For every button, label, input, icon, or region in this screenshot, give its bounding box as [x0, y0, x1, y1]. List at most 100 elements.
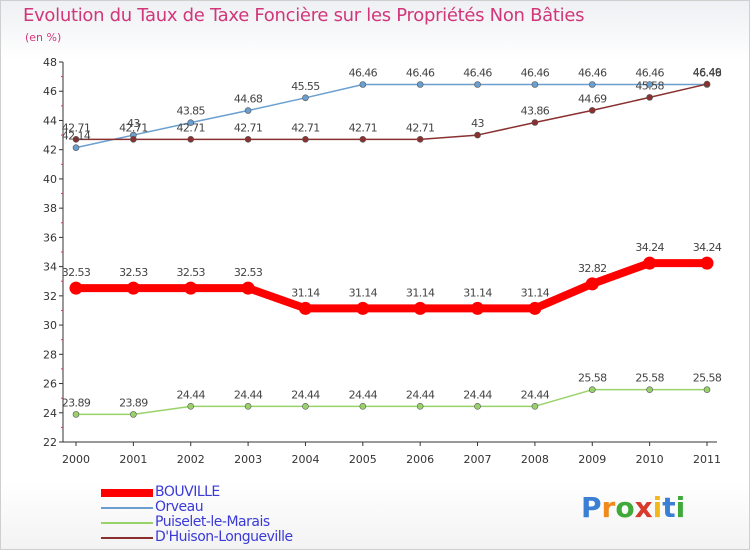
data-label-puiselet-le-marais: 24.44 [521, 388, 550, 401]
y-tick-label: 44 [43, 114, 57, 127]
x-tick-label: 2005 [349, 453, 377, 466]
data-point-bouville [69, 281, 83, 295]
data-label-orveau: 46.46 [578, 67, 607, 80]
data-point-orveau [302, 94, 309, 102]
logo-letter: o [615, 491, 635, 524]
data-label-puiselet-le-marais: 24.44 [349, 388, 378, 401]
data-point-d-huison-longueville [244, 136, 252, 143]
data-label-puiselet-le-marais: 24.44 [406, 388, 435, 401]
data-label-puiselet-le-marais: 25.58 [693, 372, 722, 385]
data-point-orveau [531, 81, 539, 88]
data-point-d-huison-longueville [187, 136, 195, 143]
data-point-puiselet-le-marais [130, 411, 137, 418]
data-label-d-huison-longueville: 42.71 [234, 121, 263, 134]
y-tick-label: 26 [43, 378, 57, 391]
data-label-d-huison-longueville: 46.49 [693, 66, 722, 79]
data-label-d-huison-longueville: 42.71 [291, 121, 320, 134]
series-line-d-huison-longueville [75, 83, 708, 141]
data-point-puiselet-le-marais [359, 403, 367, 410]
x-tick-label: 2009 [578, 453, 606, 466]
y-tick-label: 22 [43, 436, 57, 449]
y-tick-label: 46 [43, 85, 57, 98]
data-point-bouville [356, 301, 370, 315]
data-point-puiselet-le-marais [474, 403, 481, 410]
data-label-orveau: 46.46 [463, 67, 492, 80]
x-tick-label: 2001 [119, 453, 147, 466]
data-point-d-huison-longueville [474, 131, 481, 139]
data-point-d-huison-longueville [130, 136, 137, 143]
legend-swatch [101, 507, 153, 509]
logo-letter: i [675, 491, 686, 524]
data-point-bouville [700, 256, 714, 270]
data-label-puiselet-le-marais: 24.44 [234, 388, 263, 401]
data-label-puiselet-le-marais: 23.89 [62, 396, 91, 409]
data-label-d-huison-longueville: 43.86 [521, 105, 550, 118]
data-label-orveau: 43.85 [176, 105, 205, 118]
data-label-puiselet-le-marais: 25.58 [635, 372, 664, 385]
x-tick-label: 2007 [464, 453, 492, 466]
data-point-d-huison-longueville [359, 136, 367, 143]
x-tick-label: 2003 [234, 453, 262, 466]
data-label-orveau: 46.46 [406, 67, 435, 80]
line-chart: 22 24 26 28 30 32 34 36 38 40 42 44 46 48 2000 2001 2002… [43, 56, 722, 466]
data-point-bouville [471, 301, 485, 315]
y-tick-label: 28 [43, 348, 57, 361]
legend-label: Puiselet-le-Marais [155, 514, 270, 530]
data-point-orveau [588, 81, 596, 88]
data-point-puiselet-le-marais [302, 403, 309, 410]
data-point-orveau [416, 81, 424, 88]
y-tick-label: 48 [43, 56, 57, 69]
x-tick-label: 2008 [521, 453, 549, 466]
data-label-bouville: 31.14 [406, 286, 435, 299]
data-label-orveau: 46.46 [693, 67, 722, 80]
x-tick-label: 2002 [177, 453, 205, 466]
data-label-bouville: 31.14 [291, 286, 320, 299]
y-tick-label: 38 [43, 202, 57, 215]
data-label-bouville: 34.24 [693, 241, 722, 254]
data-label-orveau: 44.68 [234, 93, 263, 106]
chart-title: Evolution du Taux de Taxe Foncière sur l… [23, 5, 585, 26]
data-point-d-huison-longueville [703, 80, 711, 88]
data-point-orveau [646, 81, 653, 88]
data-point-puiselet-le-marais [703, 386, 711, 393]
x-tick-label: 2006 [406, 453, 434, 466]
data-label-d-huison-longueville: 42.71 [349, 121, 378, 134]
data-point-bouville [126, 281, 140, 295]
data-label-puiselet-le-marais: 23.89 [119, 396, 148, 409]
data-label-bouville: 32.82 [578, 262, 607, 275]
data-point-orveau [187, 119, 195, 126]
data-point-puiselet-le-marais [646, 386, 653, 393]
y-tick-label: 42 [43, 144, 57, 157]
logo-letter: t [662, 491, 676, 524]
y-tick-label: 34 [43, 261, 57, 274]
legend-swatch [101, 489, 153, 497]
data-point-d-huison-longueville [416, 136, 424, 143]
data-label-d-huison-longueville: 42.71 [176, 121, 205, 134]
logo-letter: P [581, 491, 602, 524]
data-point-orveau [474, 81, 481, 88]
data-point-d-huison-longueville [588, 107, 596, 114]
data-label-bouville: 32.53 [62, 266, 91, 279]
legend-swatch [101, 522, 153, 524]
data-label-orveau: 42.14 [62, 130, 91, 143]
y-tick-label: 36 [43, 231, 57, 244]
y-tick-label: 30 [43, 319, 57, 332]
logo-letter: r [601, 491, 616, 524]
series-line-orveau [75, 83, 708, 149]
legend-swatch [101, 537, 153, 539]
data-label-bouville: 31.14 [521, 286, 550, 299]
logo-letter: i [652, 491, 663, 524]
data-point-orveau [359, 81, 367, 88]
data-label-puiselet-le-marais: 24.44 [463, 388, 492, 401]
data-point-puiselet-le-marais [416, 403, 424, 410]
data-point-bouville [413, 301, 427, 315]
data-point-puiselet-le-marais [588, 386, 596, 393]
data-label-bouville: 32.53 [234, 266, 263, 279]
data-label-d-huison-longueville: 42.71 [406, 121, 435, 134]
data-label-d-huison-longueville: 45.58 [635, 79, 664, 92]
data-label-orveau: 43 [127, 117, 140, 130]
data-point-d-huison-longueville [302, 136, 309, 143]
data-point-puiselet-le-marais [531, 403, 539, 410]
data-point-bouville [643, 256, 657, 270]
